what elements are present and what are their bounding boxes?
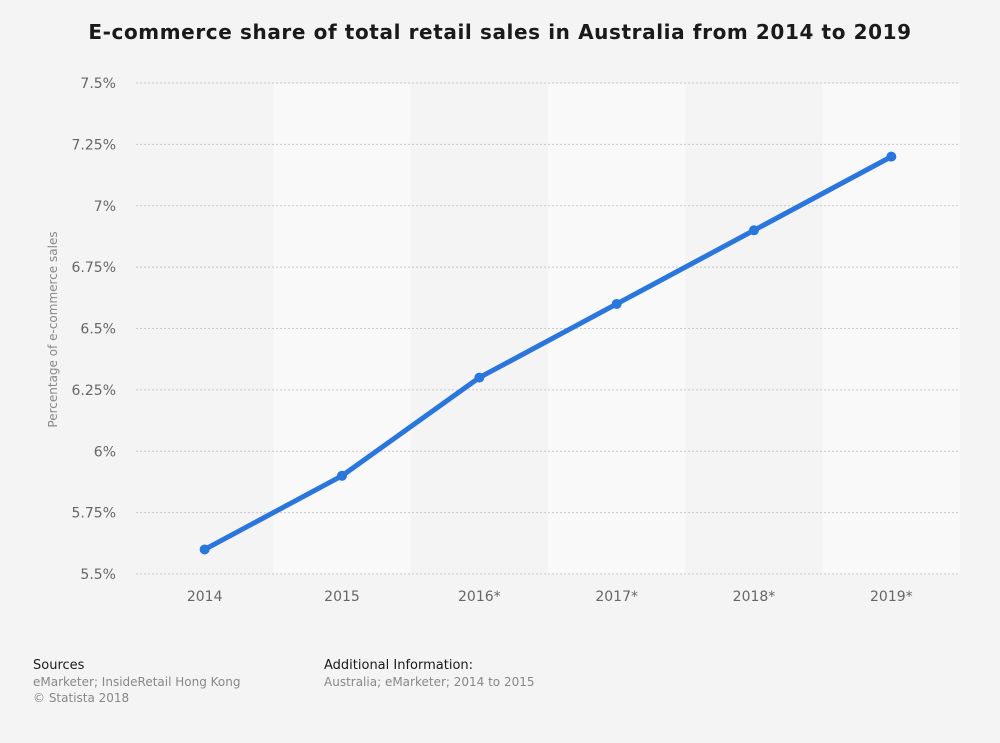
data-point	[199, 544, 210, 555]
x-tick-label: 2014	[187, 589, 223, 605]
y-tick-labels: 5.5% 5.75% 6% 6.25% 6.5% 6.75% 7% 7.25% 7.5%	[72, 76, 116, 583]
sources-block: Sources eMarketer; InsideRetail Hong Kon…	[33, 657, 241, 706]
y-tick-label: 6.25%	[72, 383, 116, 399]
column-band	[410, 83, 548, 574]
y-axis-title: Percentage of e-commerce sales	[46, 231, 60, 427]
sources-line: eMarketer; InsideRetail Hong Kong	[33, 675, 241, 689]
data-series	[199, 151, 897, 555]
y-tick-label: 6.75%	[72, 260, 116, 276]
x-tick-label: 2018*	[733, 589, 776, 605]
data-point	[611, 298, 622, 309]
y-tick-label: 7%	[94, 199, 116, 215]
y-tick-label: 5.75%	[72, 506, 116, 522]
data-point	[337, 470, 347, 481]
y-tick-label: 7.25%	[72, 137, 116, 153]
sources-heading: Sources	[33, 658, 85, 673]
series-line	[202, 154, 894, 552]
y-tick-label: 6.5%	[80, 322, 116, 338]
x-tick-label: 2017*	[595, 589, 638, 605]
y-tick-label: 7.5%	[80, 76, 116, 92]
additional-info-heading: Additional Information:	[324, 658, 474, 673]
y-tick-label: 6%	[94, 444, 116, 460]
y-tick-label: 5.5%	[80, 567, 116, 583]
x-tick-label: 2019*	[870, 589, 913, 605]
data-point	[474, 372, 485, 383]
x-tick-labels: 2014 2015 2016* 2017* 2018* 2019*	[187, 589, 913, 605]
x-tick-label: 2015	[324, 589, 360, 605]
data-point	[886, 151, 897, 162]
x-tick-label: 2016*	[458, 589, 501, 605]
copyright-line: © Statista 2018	[33, 691, 130, 705]
additional-info-line: Australia; eMarketer; 2014 to 2015	[324, 675, 535, 689]
data-point	[749, 225, 759, 236]
additional-info-block: Additional Information: Australia; eMark…	[324, 657, 535, 690]
chart-title: E-commerce share of total retail sales i…	[88, 20, 912, 44]
